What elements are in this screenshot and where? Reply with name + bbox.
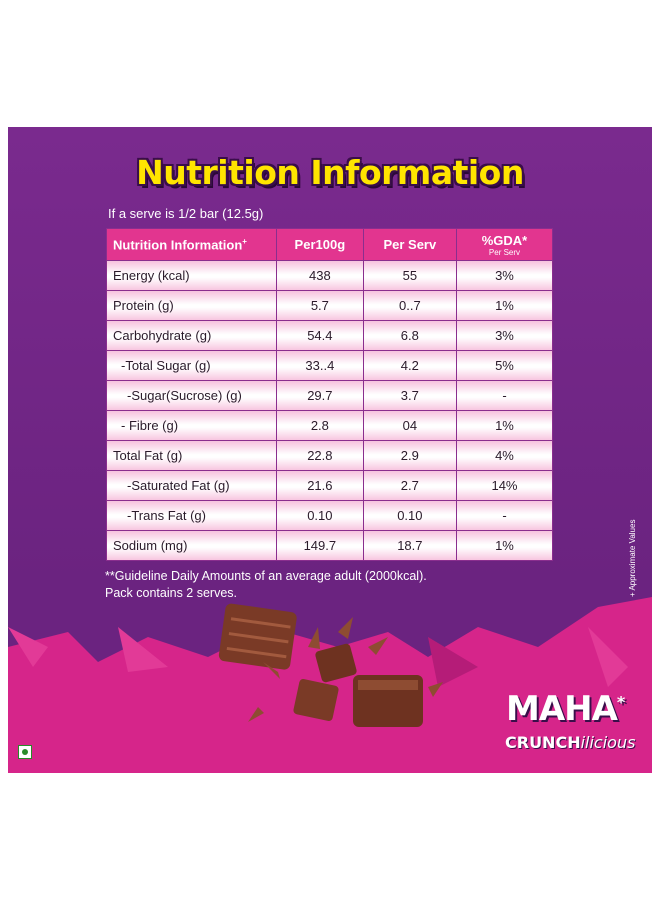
side-note: + Approximate Values <box>628 519 637 597</box>
brand-tagline: CRUNCHilicious <box>505 733 635 752</box>
serve-note: If a serve is 1/2 bar (12.5g) <box>108 206 264 221</box>
header-text: %GDA* <box>481 232 528 248</box>
brand-mark: * <box>616 692 625 712</box>
table-row: Total Fat (g) 22.8 2.9 4% <box>106 440 554 471</box>
nutrient-value: 2.7 <box>362 470 457 501</box>
nutrient-value: 29.7 <box>275 380 364 411</box>
table-row: Protein (g) 5.7 0..7 1% <box>106 290 554 321</box>
nutrient-name: Total Fat (g) <box>106 440 277 471</box>
nutrient-value: 3.7 <box>362 380 457 411</box>
title: Nutrition Information <box>136 153 524 192</box>
package-panel: Nutrition Information If a serve is 1/2 … <box>8 127 652 773</box>
decoration <box>8 597 652 773</box>
nutrient-value: 0.10 <box>275 500 364 531</box>
nutrient-value: 22.8 <box>275 440 364 471</box>
nutrient-value: 04 <box>362 410 457 441</box>
nutrient-value: 6.8 <box>362 320 457 351</box>
table-row: -Saturated Fat (g) 21.6 2.7 14% <box>106 470 554 501</box>
header-cell: Per Serv <box>362 228 457 261</box>
table-row: - Fibre (g) 2.8 04 1% <box>106 410 554 441</box>
brand-name: MAHA* <box>506 689 625 729</box>
nutrient-value: 4.2 <box>362 350 457 381</box>
footnotes: **Guideline Daily Amounts of an average … <box>105 568 427 602</box>
nutrient-name: - Fibre (g) <box>106 410 277 441</box>
veg-symbol <box>18 745 32 759</box>
nutrient-value: 14% <box>455 470 554 501</box>
header-cell: Per100g <box>275 228 364 261</box>
header-text: Nutrition Information <box>113 237 243 253</box>
table-row: Carbohydrate (g) 54.4 6.8 3% <box>106 320 554 351</box>
nutrient-value: 2.9 <box>362 440 457 471</box>
header-row: Nutrition Information+ Per100g Per Serv %GD… <box>106 228 554 261</box>
nutrient-value: 21.6 <box>275 470 364 501</box>
nutrient-value: 54.4 <box>275 320 364 351</box>
nutrient-value: 5.7 <box>275 290 364 321</box>
brand-text: MAHA <box>506 689 618 729</box>
nutrient-value: 3% <box>455 320 554 351</box>
nutrition-table: Nutrition Information+ Per100g Per Serv %GD… <box>106 228 554 561</box>
nutrient-value: 2.8 <box>275 410 364 441</box>
footnote: Pack contains 2 serves. <box>105 586 238 600</box>
nutrient-name: -Saturated Fat (g) <box>106 470 277 501</box>
veg-dot <box>22 749 28 755</box>
tagline-bold: CRUNCH <box>505 733 581 752</box>
nutrient-value: 3% <box>455 260 554 291</box>
nutrient-value: 18.7 <box>362 530 457 561</box>
nutrient-name: -Total Sugar (g) <box>106 350 277 381</box>
table-row: -Sugar(Sucrose) (g) 29.7 3.7- <box>106 380 554 411</box>
nutrient-value: 0..7 <box>362 290 457 321</box>
nutrient-value: 0.10 <box>362 500 457 531</box>
header-cell: %GDA* Per Serv <box>455 228 554 261</box>
nutrient-value: - <box>455 500 554 531</box>
table-row: Sodium (mg) 149.7 18.7 1% <box>106 530 554 561</box>
nutrient-value: 1% <box>455 530 554 561</box>
table-row: -Total Sugar (g) 33..4 4.2 5% <box>106 350 554 381</box>
nutrient-value: 55 <box>362 260 457 291</box>
nutrient-name: Energy (kcal) <box>106 260 277 291</box>
footnote: **Guideline Daily Amounts of an average … <box>105 569 427 583</box>
nutrient-name: Carbohydrate (g) <box>106 320 277 351</box>
nutrient-value: 438 <box>275 260 364 291</box>
header-cell: Nutrition Information+ <box>106 228 277 261</box>
header-text: Per Serv <box>383 237 437 252</box>
header-mark: + <box>242 236 247 246</box>
nutrient-value: 33..4 <box>275 350 364 381</box>
nutrient-value: 1% <box>455 410 554 441</box>
header-sub: Per Serv <box>488 247 521 257</box>
nutrient-name: -Sugar(Sucrose) (g) <box>106 380 277 411</box>
header-text: Per100g <box>294 237 346 252</box>
nutrient-name: -Trans Fat (g) <box>106 500 277 531</box>
table-row: -Trans Fat (g) 0.10 0.10- <box>106 500 554 531</box>
nutrient-value: 5% <box>455 350 554 381</box>
nutrient-value: - <box>455 380 554 411</box>
nutrient-value: 149.7 <box>275 530 364 561</box>
nutrient-name: Sodium (mg) <box>106 530 277 561</box>
tagline-italic: ilicious <box>580 733 636 752</box>
nutrient-name: Protein (g) <box>106 290 277 321</box>
table-row: Energy (kcal) 438 55 3% <box>106 260 554 291</box>
nutrient-value: 1% <box>455 290 554 321</box>
nutrient-value: 4% <box>455 440 554 471</box>
